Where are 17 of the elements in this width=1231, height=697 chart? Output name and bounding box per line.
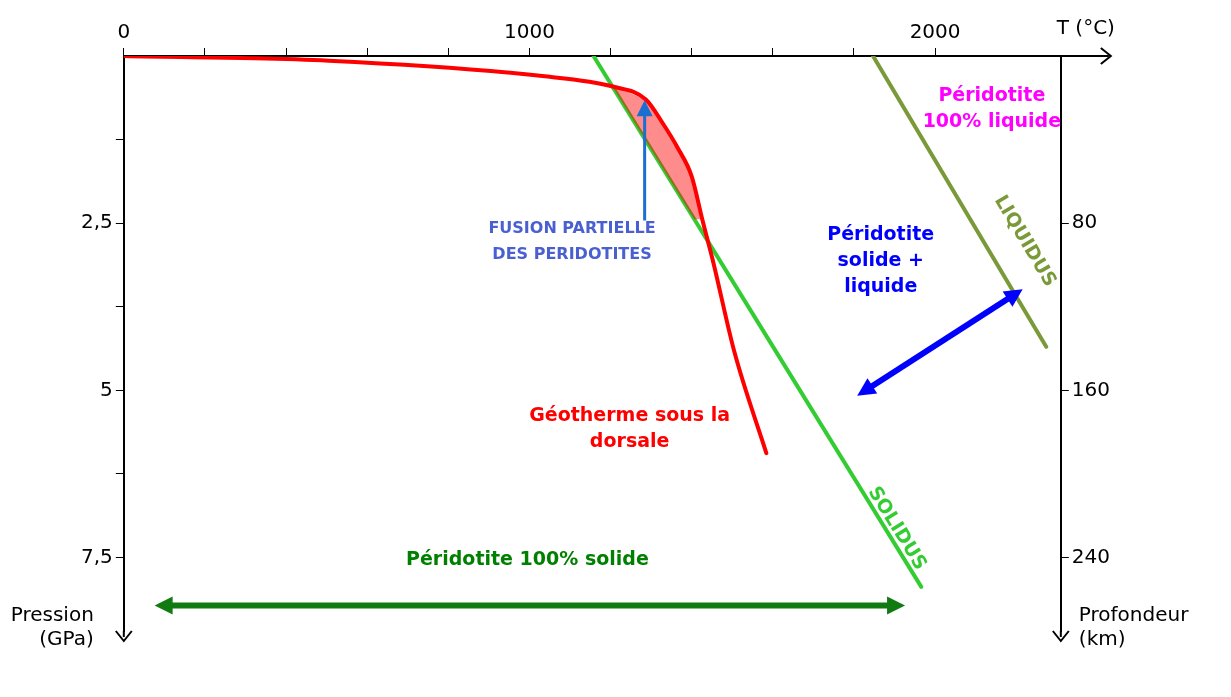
line-series — [123, 56, 769, 456]
y-tick-label: 2,5 — [80, 209, 113, 234]
annotation: Péridotite solide + liquide — [827, 222, 935, 297]
y2-tick-label: 240 — [1071, 543, 1111, 568]
y2-tick-label: 80 — [1071, 209, 1098, 234]
x-tick-label: 2000 — [909, 19, 961, 44]
x-axis-title: T (°C) — [1055, 15, 1115, 39]
y-axis-title: Pression (GPa) — [10, 602, 94, 650]
annotation: FUSION PARTIELLE DES PERIDOTITES — [488, 217, 656, 263]
y2-axis-title: Profondeur (km) — [1078, 602, 1190, 650]
y2-tick-label: 160 — [1071, 376, 1111, 401]
y-tick-label: 5 — [100, 376, 113, 401]
y-tick-label: 7,5 — [80, 543, 113, 568]
series-label: Géotherme sous la dorsale — [529, 403, 731, 452]
x-tick-label: 0 — [117, 19, 131, 44]
annotation: Péridotite 100% solide — [406, 547, 649, 570]
x-tick-label: 1000 — [503, 19, 555, 44]
